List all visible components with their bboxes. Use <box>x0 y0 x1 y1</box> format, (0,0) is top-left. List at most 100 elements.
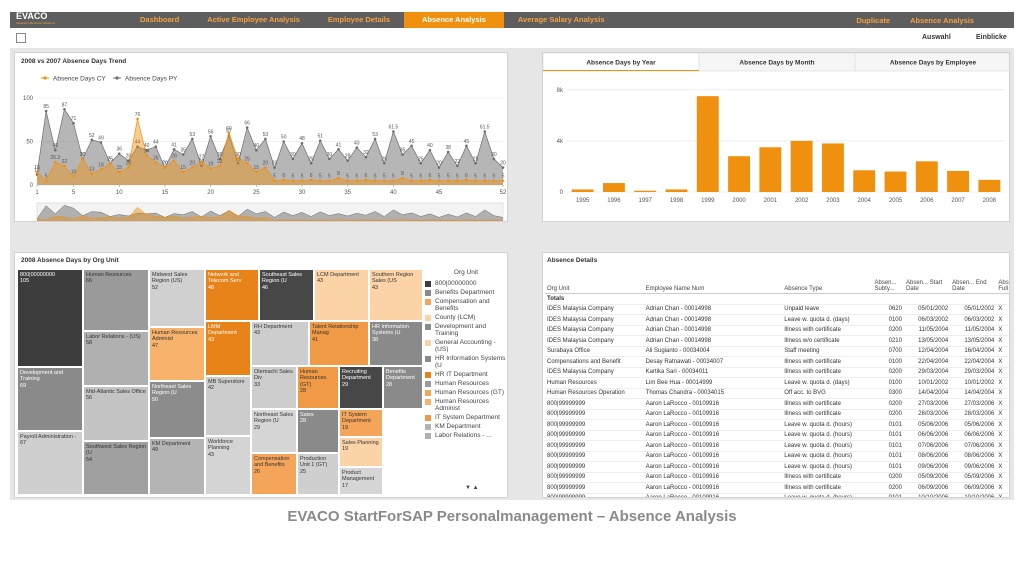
cell-label: Benefits Department <box>386 369 415 382</box>
column-header[interactable]: Absen... End Date <box>950 269 997 294</box>
data-label: 45 <box>464 139 470 145</box>
data-label: 53 <box>263 132 269 138</box>
data-label: 35 <box>400 148 406 154</box>
table-cell: 07/06/2006 <box>950 440 997 452</box>
point <box>401 176 404 180</box>
chart-tab-label[interactable]: Absence Days by Month <box>739 60 814 67</box>
table-cell: X <box>996 325 1009 336</box>
nav-action[interactable]: Absence Analysis <box>910 15 974 25</box>
cell-label: Workforce Planning <box>208 439 233 452</box>
cell-value: 66 <box>86 278 93 285</box>
legend-swatch <box>425 432 431 439</box>
treemap-cell: Otemachi Sales Div 33 <box>251 366 297 409</box>
x-tick-label: 1999 <box>701 198 715 204</box>
legend: Org Unit 800|00000000 Benefits Department… <box>425 269 507 441</box>
nav-action[interactable]: Duplicate <box>856 15 891 25</box>
select-icon[interactable] <box>16 33 26 43</box>
treemap-cell: RH Department 43 <box>251 321 309 366</box>
cell-value: 105 <box>20 278 30 285</box>
toolbar-button[interactable]: Einblicke <box>976 34 1007 41</box>
legend-label: Absence Days PY <box>125 76 178 83</box>
data-label: 30 <box>235 152 241 158</box>
data-label: 27 <box>199 155 205 161</box>
table-cell: X <box>996 377 1009 389</box>
panel: 2008 Absence Days by Org Unit Org Unit 8… <box>14 252 508 498</box>
treemap-cell: Payroll Administration - 67 <box>17 431 83 495</box>
cell-label: Talent Relationship Manag <box>312 324 359 337</box>
column-header[interactable]: Employee Name Num <box>643 269 783 294</box>
data-label: 25 <box>473 156 479 162</box>
data-label: 5 <box>301 174 304 180</box>
x-tick-label: 35 <box>344 190 351 196</box>
column-header[interactable]: Absen... Subty... <box>872 269 904 294</box>
table-cell: Illness with certificate <box>782 482 873 494</box>
toolbar-button[interactable]: Auswahl <box>922 34 951 41</box>
cell-label: Payroll Administration - <box>20 434 77 440</box>
legend-label: 800|00000000 <box>435 280 477 287</box>
point <box>364 155 368 159</box>
chart-tab[interactable] <box>854 53 1010 72</box>
legend-title: Org Unit <box>453 269 479 276</box>
chart-tab-label[interactable]: Absence Days by Year <box>586 60 656 67</box>
legend-item: KM Department <box>425 423 507 430</box>
table-row: IDES Malaysia Company Kartika Sari - 0003… <box>545 367 1009 378</box>
scroll-arrow[interactable]: ▼ ▲ <box>465 485 479 491</box>
nav-tab[interactable]: Active Employee Analysis <box>207 15 300 24</box>
x-tick-label: 2000 <box>732 198 746 204</box>
legend-item: County (LCM) <box>425 314 507 321</box>
column-header[interactable]: Abse Full <box>996 269 1009 294</box>
cell-label: Product Management <box>342 470 375 483</box>
data-label: 57 <box>226 128 232 134</box>
cell-label: Northeast Sales Region (U <box>152 384 192 397</box>
data-label: 87 <box>62 102 68 108</box>
treemap-cell: Labor Relations - (US) 58 <box>83 331 149 386</box>
table-cell: 800|99999999 <box>545 430 644 441</box>
point <box>437 166 441 169</box>
data-label: 51 <box>317 134 323 140</box>
point <box>382 161 386 165</box>
table-cell: 29/03/2004 <box>903 367 951 378</box>
table-cell: 10/01/2002 <box>950 377 997 389</box>
legend-item: 800|00000000 <box>425 280 507 287</box>
data-label: 30 <box>491 152 497 158</box>
column-header[interactable]: Org Unit <box>545 269 644 294</box>
column-header[interactable]: Absen... Start Date <box>903 269 951 294</box>
data-label: 40 <box>254 143 260 149</box>
data-label: 49 <box>98 135 104 141</box>
point <box>483 179 487 182</box>
nav-tab[interactable]: Average Salary Analysis <box>517 15 605 24</box>
point <box>300 141 304 145</box>
treemap-cell: Benefits Department 28 <box>383 366 423 409</box>
nav-tab[interactable]: Absence Analysis <box>403 12 504 28</box>
table-cell: Leave w. quota d. (hours) <box>782 430 873 441</box>
data-label: 18 <box>98 162 104 168</box>
nav-tab[interactable]: Employee Details <box>327 15 390 24</box>
legend-label: Human Resources (GT) <box>435 389 504 396</box>
data-label: 8 <box>401 171 404 177</box>
chart-title: 2008 Absence Days by Org Unit <box>21 257 119 264</box>
legend-label: Human Resources <box>435 380 489 387</box>
table-cell: 05/06/2006 <box>903 419 951 431</box>
column-header[interactable]: Absence Type <box>782 269 873 294</box>
point <box>200 160 203 163</box>
data-label: 28 <box>171 154 177 160</box>
table-cell: Leave w. quota d. (days) <box>782 377 873 389</box>
cell-value: 48 <box>208 284 215 291</box>
y-tick-label: 4k <box>557 139 564 145</box>
table-cell: Aaron LaRocco - 00109916 <box>643 430 783 441</box>
legend-label: Absence Days CY <box>53 76 106 83</box>
point <box>346 179 349 182</box>
point <box>172 159 176 162</box>
cell-label: Midwest Sales Region (US) <box>152 272 188 285</box>
x-tick-label: 1996 <box>607 198 621 204</box>
cell-label: LCM Department <box>317 272 359 278</box>
table-cell: 0101 <box>872 419 904 431</box>
chart-tab-label[interactable]: Absence Days by Employee <box>890 60 977 67</box>
nav-tab[interactable]: Dashboard <box>140 15 180 24</box>
table-cell: Aaron LaRocco - 00109916 <box>643 398 783 410</box>
table-cell: 0620 <box>872 304 904 315</box>
overview-area <box>37 205 503 221</box>
bar <box>571 189 594 192</box>
